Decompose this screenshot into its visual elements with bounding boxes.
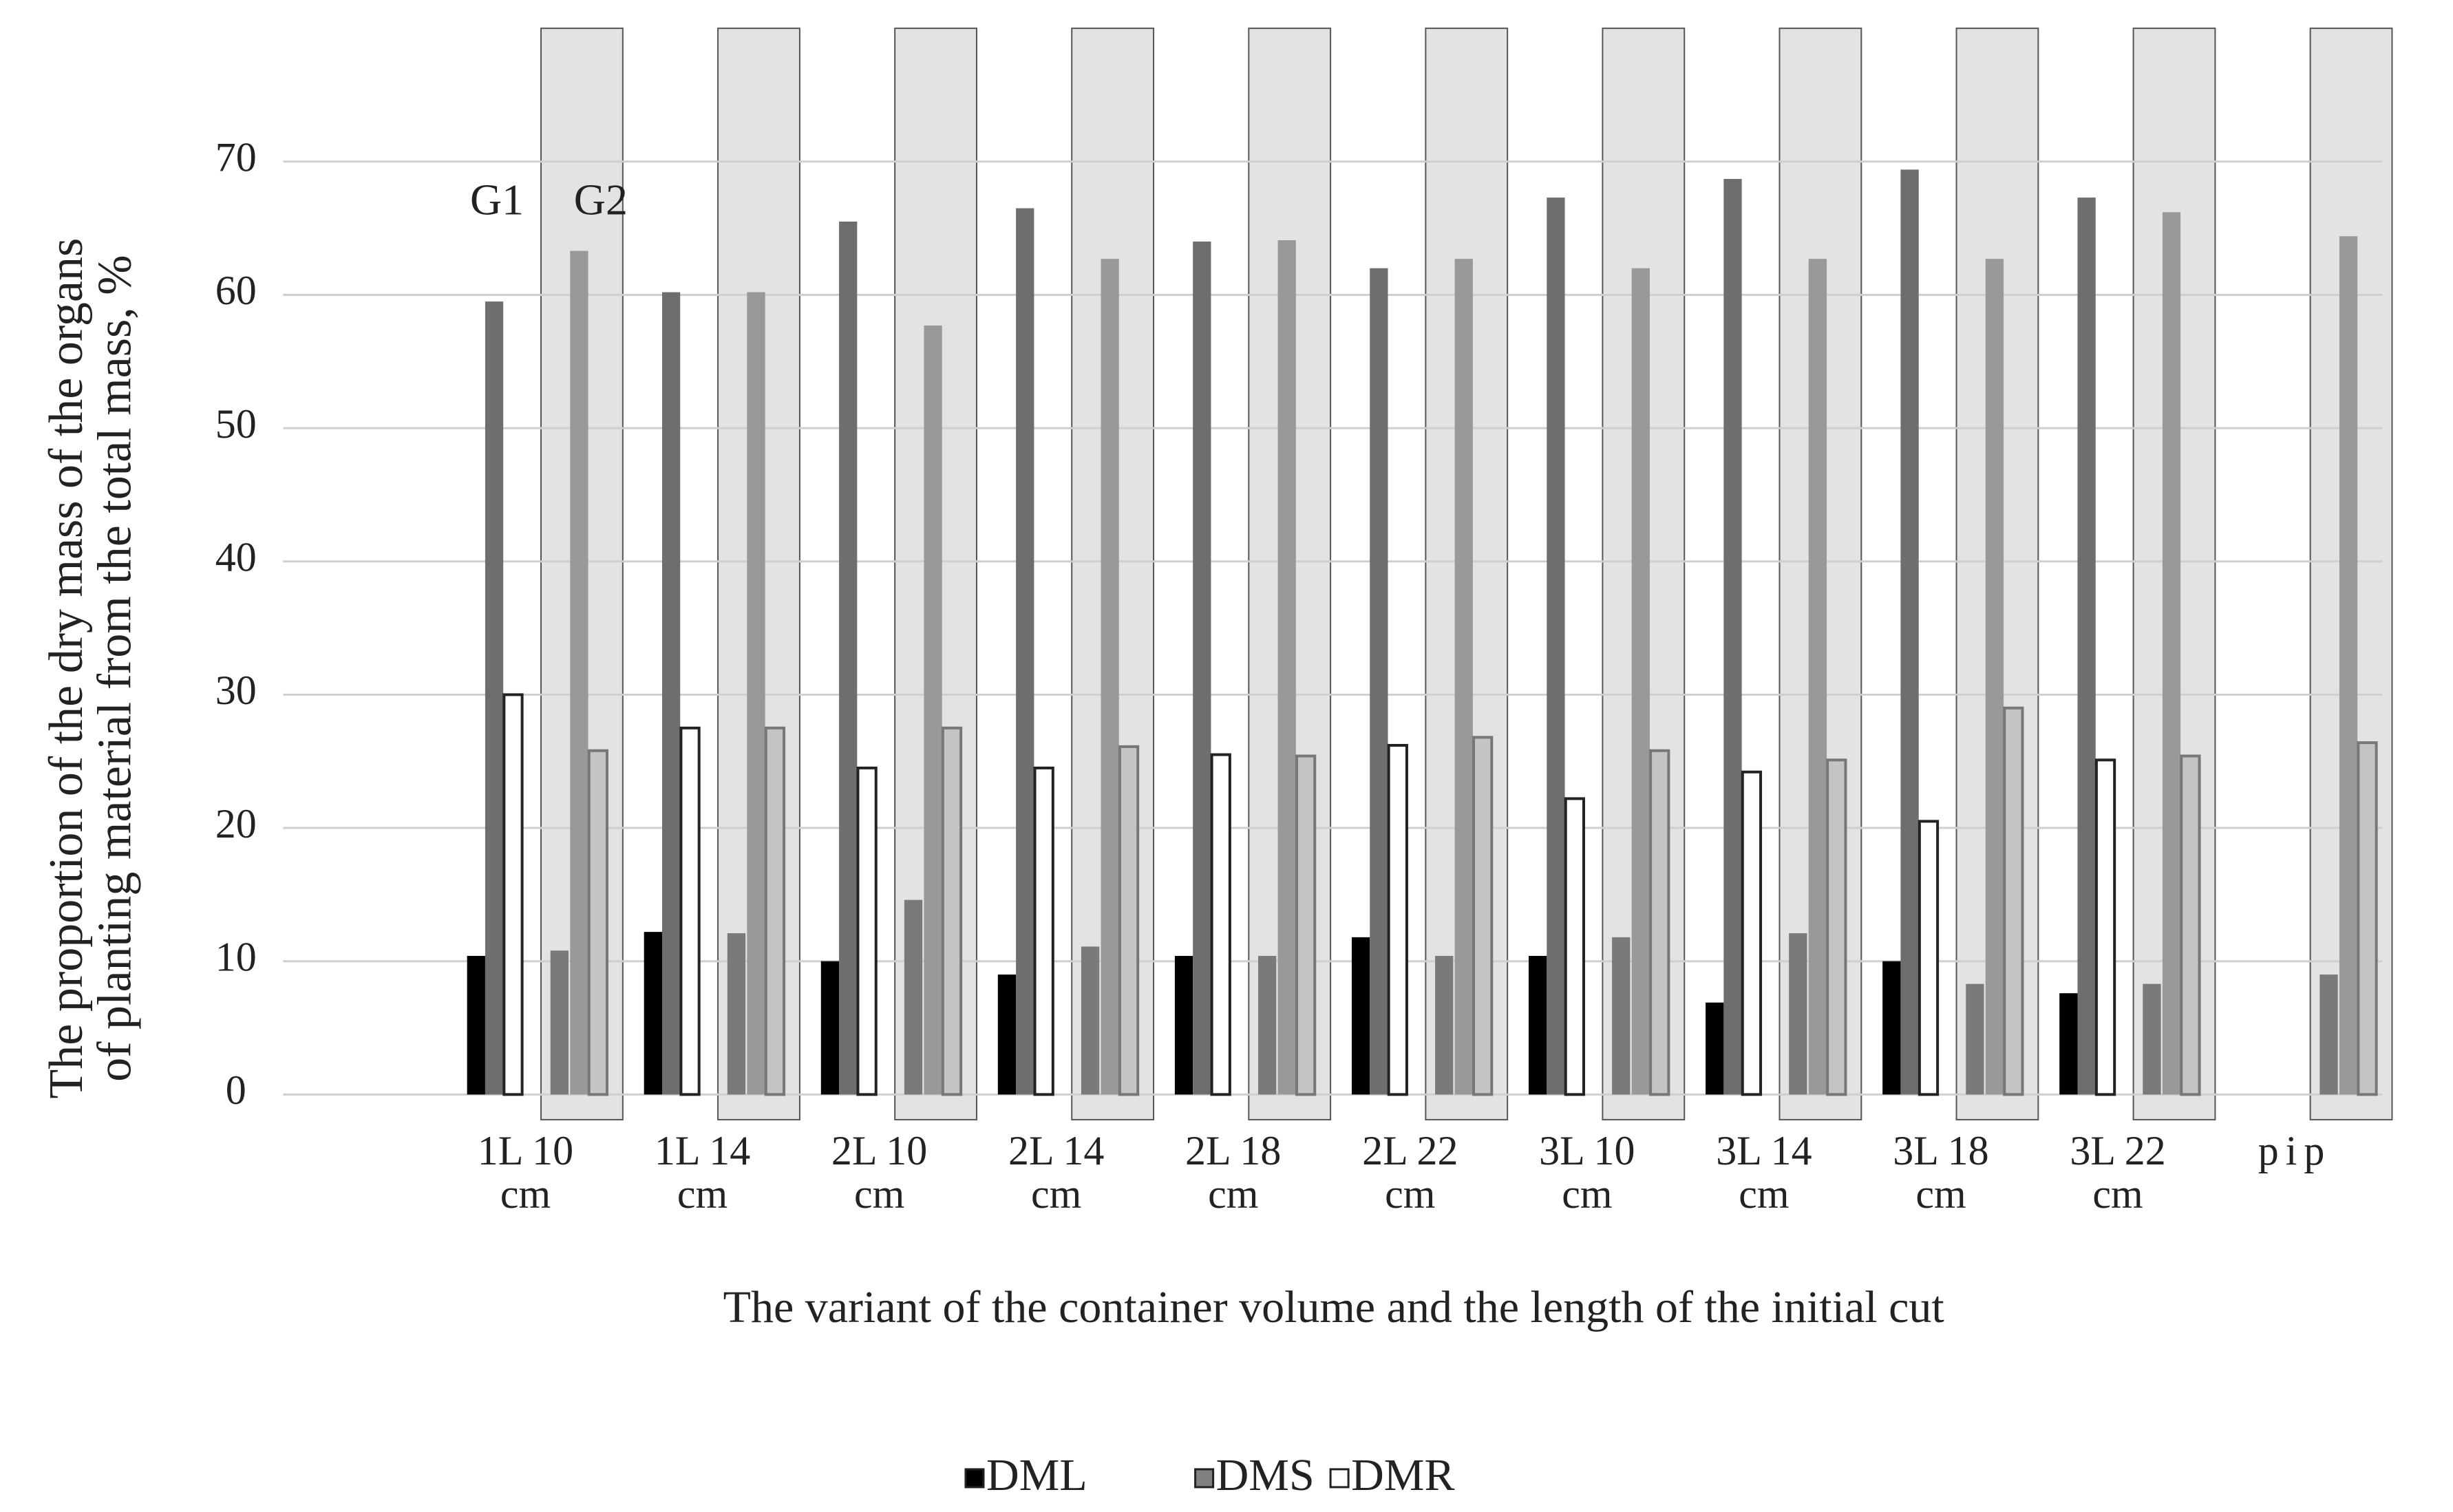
bar	[1387, 743, 1408, 1096]
bar	[550, 950, 569, 1095]
bar	[2339, 236, 2358, 1095]
x-tick-label: 3L 14 cm	[1716, 1127, 1812, 1217]
bar	[644, 932, 662, 1095]
y-tick-label: 10	[215, 934, 257, 979]
bar	[679, 726, 701, 1096]
bar	[1808, 259, 1827, 1095]
bar	[467, 955, 485, 1095]
bar	[1370, 268, 1388, 1095]
legend-marker	[964, 1468, 985, 1489]
x-tick-label: 2L 22 cm	[1362, 1127, 1458, 1217]
legend-marker	[1194, 1468, 1215, 1489]
bar	[2357, 741, 2378, 1096]
y-tick-label: 20	[215, 801, 257, 846]
bar	[1174, 955, 1193, 1095]
bar	[485, 301, 504, 1095]
bar	[1210, 753, 1231, 1096]
bar	[1985, 259, 2004, 1095]
group-label: G1	[470, 175, 524, 224]
y-axis-title: The proportion of the dry mass of the or…	[40, 238, 93, 1099]
legend-marker	[1329, 1468, 1350, 1489]
legend-label: DMR	[1351, 1450, 1454, 1500]
bar	[1101, 259, 1119, 1095]
bar	[1529, 955, 1547, 1095]
y-tick-label: 0	[226, 1067, 246, 1113]
bar	[1882, 961, 1901, 1095]
bar	[2003, 706, 2024, 1096]
bar	[1118, 745, 1140, 1096]
bar	[1547, 198, 1565, 1095]
bar	[924, 325, 942, 1095]
bar	[2143, 983, 2161, 1095]
bar	[1472, 736, 1494, 1096]
x-tick-label: 3L 10 cm	[1539, 1127, 1635, 1217]
bar	[570, 251, 588, 1095]
x-tick-label: 1L 10 cm	[477, 1127, 574, 1217]
bar	[661, 292, 681, 1095]
bar	[727, 933, 746, 1095]
bar	[764, 726, 786, 1096]
bar	[747, 292, 765, 1095]
bar	[820, 961, 840, 1095]
bar	[1900, 169, 1919, 1095]
x-tick-label: pip	[2258, 1127, 2332, 1173]
bar	[1612, 937, 1631, 1095]
y-tick-label: 30	[215, 668, 257, 713]
bar	[2094, 758, 2116, 1096]
bar	[1258, 955, 1277, 1095]
bar	[1193, 241, 1211, 1095]
bar	[1454, 259, 1473, 1095]
bar	[1706, 1002, 1724, 1095]
bar	[1966, 983, 1984, 1095]
y-tick-label: 60	[215, 268, 257, 313]
bar	[1295, 754, 1317, 1096]
legend-label: DMS	[1216, 1450, 1315, 1500]
bar	[1351, 937, 1370, 1095]
bar	[2162, 212, 2181, 1095]
group-label: G2	[574, 175, 628, 224]
bar	[1631, 268, 1650, 1095]
bar	[2059, 993, 2078, 1095]
y-tick-label: 70	[215, 135, 257, 180]
bar	[997, 975, 1017, 1095]
x-tick-label: 3L 22 cm	[2070, 1127, 2166, 1217]
x-tick-label: 3L 18 cm	[1893, 1127, 1989, 1217]
bar	[1033, 766, 1054, 1096]
x-axis-title: The variant of the container volume and …	[723, 1282, 1944, 1332]
bar	[856, 766, 878, 1096]
bar	[1081, 946, 1100, 1095]
bar	[1649, 749, 1670, 1096]
y-axis-title: of planting material from the total mass…	[89, 255, 142, 1081]
bar	[1277, 240, 1296, 1095]
bar	[1723, 178, 1742, 1095]
y-tick-label: 50	[215, 401, 257, 447]
x-tick-label: 2L 14 cm	[1008, 1127, 1105, 1217]
bar	[587, 749, 609, 1096]
bar	[904, 899, 923, 1095]
bar	[839, 221, 858, 1095]
bar	[2180, 754, 2201, 1096]
bar	[941, 726, 963, 1096]
bar	[1564, 797, 1585, 1096]
bar	[2319, 975, 2338, 1095]
x-tick-label: 2L 10 cm	[831, 1127, 928, 1217]
y-tick-label: 40	[215, 535, 257, 580]
bar	[1016, 208, 1034, 1095]
bar	[1435, 955, 1454, 1095]
bar	[502, 693, 524, 1096]
x-tick-label: 1L 14 cm	[654, 1127, 751, 1217]
bar	[1918, 820, 1940, 1096]
bar	[2077, 198, 2096, 1095]
x-tick-label: 2L 18 cm	[1185, 1127, 1282, 1217]
legend-label: DML	[986, 1450, 1087, 1500]
bar	[1789, 933, 1807, 1095]
bar	[1826, 758, 1847, 1096]
bar	[1741, 770, 1763, 1096]
